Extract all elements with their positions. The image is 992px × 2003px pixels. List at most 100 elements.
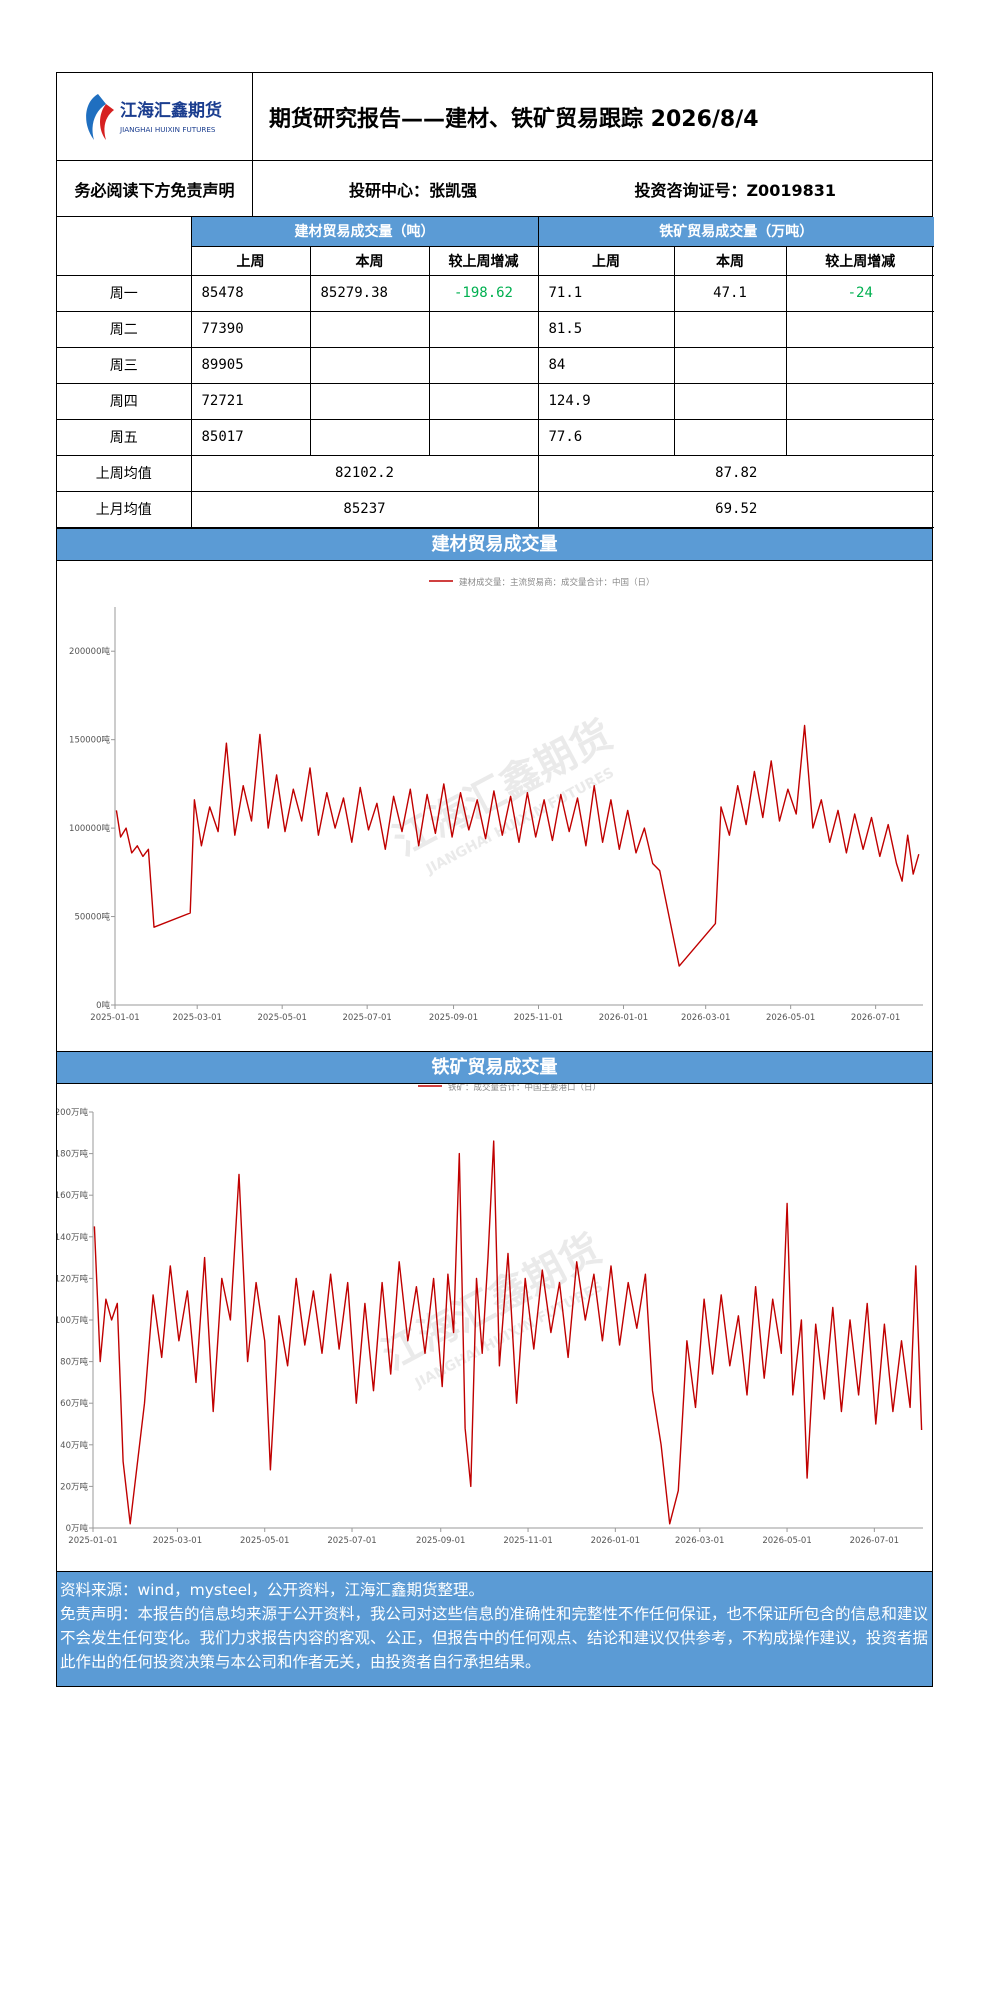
jc-diff — [428, 346, 539, 384]
tk-this-week: 47.1 — [673, 274, 787, 312]
footer: 资料来源：wind，mysteel，公开资料，江海汇鑫期货整理。 免责声明：本报… — [57, 1571, 932, 1686]
tk-last-week: 77.6 — [537, 418, 675, 456]
tk-diff: -24 — [785, 274, 934, 312]
y-tick-label: 200万吨 — [57, 1107, 88, 1118]
x-tick-label: 2025-05-01 — [240, 1536, 289, 1546]
disclaimer-text: 免责声明：本报告的信息均来源于公开资料，我公司对这些信息的准确性和完整性不作任何… — [60, 1604, 929, 1671]
x-tick-label: 2025-01-01 — [90, 1013, 139, 1023]
col-header-last-week: 上周 — [537, 245, 675, 276]
jc-this-week — [309, 346, 430, 384]
info-row: 务必阅读下方免责声明 投研中心：张凯强 投资咨询证号：Z0019831 — [57, 161, 932, 217]
table-row-avg-month: 上月均值 85237 69.52 — [57, 490, 934, 528]
tk-diff — [785, 310, 934, 348]
y-tick-label: 60万吨 — [60, 1398, 88, 1409]
col-header-diff: 较上周增减 — [428, 245, 539, 276]
y-tick-label: 160万吨 — [57, 1190, 88, 1201]
row-label: 周一 — [57, 274, 192, 312]
y-tick-label: 0吨 — [96, 1000, 110, 1011]
row-label: 周四 — [57, 382, 192, 420]
logo-cn-text: 江海汇鑫期货 — [120, 100, 222, 121]
research-center: 投研中心：张凯强 — [349, 180, 478, 200]
jc-last-week: 85017 — [190, 418, 311, 456]
row-label: 周三 — [57, 346, 192, 384]
x-tick-label: 2026-01-01 — [599, 1013, 648, 1023]
jc-diff — [428, 382, 539, 420]
jc-avg-month: 85237 — [190, 490, 539, 528]
y-tick-label: 80万吨 — [60, 1356, 88, 1367]
source-note: 资料来源：wind，mysteel，公开资料，江海汇鑫期货整理。 — [60, 1580, 484, 1599]
row-label: 周二 — [57, 310, 192, 348]
group-header-tk: 铁矿贸易成交量（万吨） — [537, 217, 934, 247]
x-tick-label: 2025-05-01 — [257, 1013, 306, 1023]
analyst-info: 投研中心：张凯强 投资咨询证号：Z0019831 — [253, 161, 932, 216]
legend: 建材成交量：主流贸易商：成交量合计：中国（日） — [429, 577, 655, 588]
jc-diff — [428, 418, 539, 456]
disclaimer-notice: 务必阅读下方免责声明 — [57, 161, 253, 216]
y-tick-label: 150000吨 — [69, 734, 110, 745]
x-tick-label: 2025-07-01 — [342, 1013, 391, 1023]
table-row-avg-week: 上周均值 82102.2 87.82 — [57, 454, 934, 492]
row-label: 上月均值 — [57, 490, 192, 528]
y-tick-label: 50000吨 — [74, 911, 110, 922]
y-tick-label: 20万吨 — [60, 1481, 88, 1492]
series-line — [115, 724, 920, 967]
x-tick-label: 2025-03-01 — [153, 1536, 202, 1546]
x-tick-label: 2026-05-01 — [762, 1536, 811, 1546]
x-tick-label: 2026-03-01 — [675, 1536, 724, 1546]
row-label: 上周均值 — [57, 454, 192, 492]
x-tick-label: 2025-01-01 — [68, 1536, 117, 1546]
tk-last-week: 124.9 — [537, 382, 675, 420]
logo-en-text: JIANGHAI HUIXIN FUTURES — [119, 125, 216, 134]
x-tick-label: 2026-05-01 — [766, 1013, 815, 1023]
tk-avg-month: 69.52 — [537, 490, 934, 528]
report-header: 江海汇鑫期货 JIANGHAI HUIXIN FUTURES 期货研究报告——建… — [57, 73, 932, 161]
license-number: 投资咨询证号：Z0019831 — [634, 180, 836, 200]
table-row: 周五 85017 77.6 — [57, 418, 934, 456]
y-tick-label: 100000吨 — [69, 823, 110, 834]
series-line — [93, 1139, 923, 1524]
legend-label: 铁矿：成交量合计：中国主要港口（日） — [448, 1084, 601, 1093]
jc-this-week: 85279.38 — [309, 274, 430, 312]
col-header-diff: 较上周增减 — [785, 245, 934, 276]
tk-diff — [785, 382, 934, 420]
table-row: 周三 89905 84 — [57, 346, 934, 384]
company-logo: 江海汇鑫期货 JIANGHAI HUIXIN FUTURES — [57, 73, 253, 160]
col-header-last-week: 上周 — [191, 245, 311, 276]
y-tick-label: 200000吨 — [69, 646, 110, 657]
y-tick-label: 0万吨 — [66, 1523, 89, 1534]
y-tick-label: 100万吨 — [57, 1315, 88, 1326]
tk-last-week: 84 — [537, 346, 675, 384]
x-tick-label: 2025-11-01 — [503, 1536, 552, 1546]
col-header-this-week: 本周 — [673, 245, 787, 276]
report-title: 期货研究报告——建材、铁矿贸易跟踪 2026/8/4 — [269, 106, 759, 132]
y-tick-label: 140万吨 — [57, 1231, 88, 1242]
table-corner — [57, 217, 192, 276]
tk-this-week — [673, 382, 787, 420]
x-tick-label: 2025-09-01 — [416, 1536, 465, 1546]
jc-diff: -198.62 — [428, 274, 539, 312]
row-label: 周五 — [57, 418, 192, 456]
jc-last-week: 72721 — [190, 382, 311, 420]
report-sheet: 江海汇鑫期货 JIANGHAI HUIXIN FUTURES 期货研究报告——建… — [55, 72, 934, 1687]
trade-volume-table: 建材贸易成交量（吨） 铁矿贸易成交量（万吨） 上周 本周 较上周增减 上周 本周… — [57, 217, 934, 528]
y-tick-label: 180万吨 — [57, 1148, 88, 1159]
group-header-jc: 建材贸易成交量（吨） — [190, 217, 539, 247]
legend: 铁矿：成交量合计：中国主要港口（日） — [418, 1082, 601, 1093]
table-row: 周四 72721 124.9 — [57, 382, 934, 420]
chart-band-jc: 建材贸易成交量 — [57, 527, 932, 561]
tk-this-week — [673, 310, 787, 348]
jc-diff — [428, 310, 539, 348]
tk-this-week — [673, 346, 787, 384]
x-tick-label: 2025-03-01 — [172, 1013, 221, 1023]
tk-diff — [785, 418, 934, 456]
x-tick-label: 2025-09-01 — [429, 1013, 478, 1023]
x-tick-label: 2025-11-01 — [514, 1013, 563, 1023]
chart-jc-container: 江海汇鑫期货 JIANGHAI HUIXIN FUTURES 建材成交量：主流贸易商… — [57, 560, 932, 1052]
table-row: 周二 77390 81.5 — [57, 310, 934, 348]
legend-label: 建材成交量：主流贸易商：成交量合计：中国（日） — [459, 577, 655, 588]
jc-last-week: 89905 — [190, 346, 311, 384]
x-tick-label: 2026-07-01 — [851, 1013, 900, 1023]
tk-this-week — [673, 418, 787, 456]
